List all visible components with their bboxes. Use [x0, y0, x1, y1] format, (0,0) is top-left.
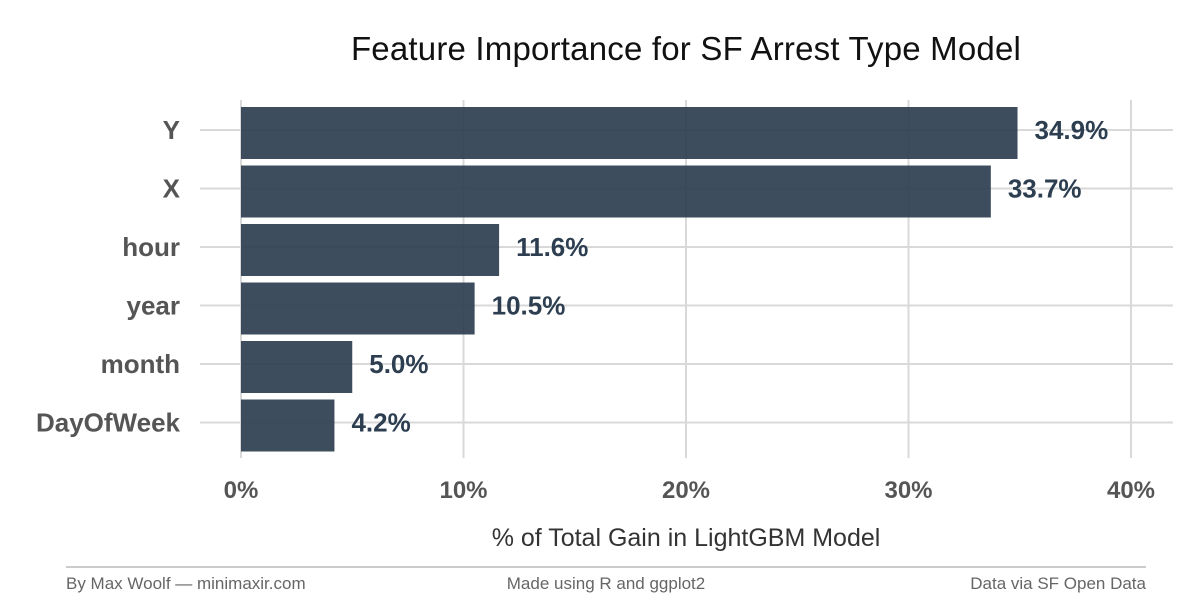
bar-chart: 0% 10% 20% 30% 40% Y 34.9% X 33.7% hour 11.6% year 1… — [36, 100, 1173, 552]
bars — [241, 107, 1018, 452]
category-label: year — [127, 291, 181, 321]
category-label: hour — [122, 232, 180, 262]
bar — [241, 282, 475, 335]
bar — [241, 165, 991, 218]
footer: By Max Woolf — minimaxir.com Made using … — [66, 566, 1146, 593]
value-label: 10.5% — [492, 291, 566, 321]
value-label: 4.2% — [351, 408, 410, 438]
category-label: DayOfWeek — [36, 408, 181, 438]
value-label: 34.9% — [1035, 115, 1109, 145]
x-tick-label: 40% — [1107, 477, 1155, 504]
category-label: month — [101, 349, 180, 379]
footer-credit: By Max Woolf — minimaxir.com — [66, 574, 306, 593]
value-label: 33.7% — [1008, 174, 1082, 204]
footer-tool: Made using R and ggplot2 — [506, 574, 706, 593]
category-label: X — [163, 174, 181, 204]
labels: 0% 10% 20% 30% 40% Y 34.9% X 33.7% hour 11.6% year 1… — [36, 115, 1155, 504]
bar — [241, 224, 500, 276]
bar — [241, 399, 335, 452]
x-tick-label: 10% — [439, 477, 487, 504]
bar — [241, 341, 353, 393]
bar — [241, 107, 1018, 159]
chart-title: Feature Importance for SF Arrest Type Mo… — [350, 30, 1022, 67]
value-label: 5.0% — [369, 349, 428, 379]
x-axis-label: % of Total Gain in LightGBM Model — [492, 524, 881, 552]
x-tick-label: 0% — [224, 477, 259, 504]
category-label: Y — [163, 115, 180, 145]
footer-source: Data via SF Open Data — [970, 574, 1146, 593]
x-tick-label: 30% — [884, 477, 932, 504]
x-tick-label: 20% — [662, 477, 710, 504]
value-label: 11.6% — [516, 232, 588, 262]
